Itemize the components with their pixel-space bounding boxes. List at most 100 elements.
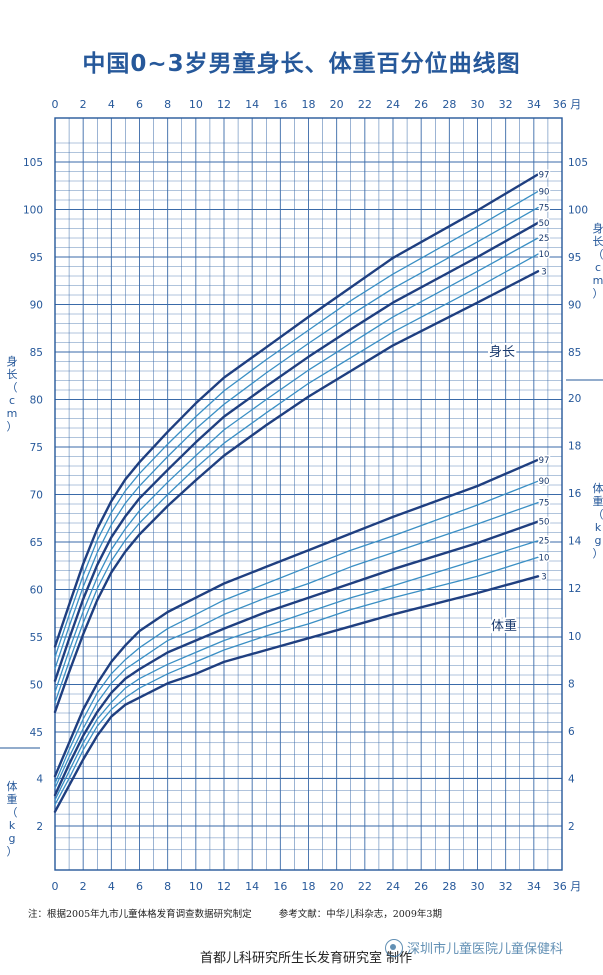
x-tick-label-top: 22: [358, 98, 372, 111]
weight-p25-curve: [54, 540, 539, 801]
length-tick-left: 95: [30, 252, 43, 264]
x-tick-label-top: 20: [330, 98, 344, 111]
weight-axis-title-right: 重: [593, 494, 603, 508]
weight-p3-curve: [53, 575, 540, 813]
x-tick-label-bottom: 6: [136, 880, 143, 893]
length-axis-title-right: （: [593, 248, 603, 261]
length-axis-title-left: c: [9, 394, 15, 407]
weight-p90-label: 90: [539, 477, 550, 487]
length-p90-curve: [54, 190, 539, 658]
length-tick-left: 45: [30, 727, 43, 739]
x-tick-label-top: 26: [414, 98, 428, 111]
plot-frame: [54, 117, 563, 871]
length-p10-label: 10: [539, 250, 550, 260]
length-p50-label: 50: [539, 219, 550, 229]
x-tick-label-bottom: 34: [527, 880, 541, 893]
x-tick-label-top: 12: [217, 98, 231, 111]
weight-p97-curve: [53, 458, 540, 778]
length-p97-label: 97: [539, 170, 550, 180]
length-tick-left: 70: [30, 490, 43, 502]
weight-axis-title-right: k: [595, 521, 602, 534]
x-tick-label-top: 18: [302, 98, 316, 111]
weight-tick-right: 14: [568, 536, 582, 548]
weight-axis-title-right: （: [593, 508, 603, 521]
x-tick-label-bottom: 8: [164, 880, 171, 893]
axis-layer: [0, 117, 603, 871]
x-tick-label-top: 2: [80, 98, 87, 111]
length-tick-right: 95: [568, 252, 581, 264]
length-p3-curve: [53, 270, 540, 714]
length-p3-label: 3: [541, 267, 546, 277]
x-unit-label-bottom: 36 月: [553, 880, 582, 893]
weight-tick-left: 2: [36, 821, 43, 833]
x-tick-label-top: 30: [471, 98, 485, 111]
length-tick-right: 100: [568, 205, 588, 217]
length-p25-label: 25: [539, 234, 550, 244]
weight-p90-curve: [54, 480, 539, 784]
weight-tick-right: 18: [568, 441, 581, 453]
weight-p10-label: 10: [539, 553, 550, 563]
x-tick-label-top: 4: [108, 98, 115, 111]
length-axis-title-left: m: [7, 407, 18, 420]
weight-tick-right: 12: [568, 583, 581, 595]
length-tick-right: 85: [568, 347, 581, 359]
curve-layer: [53, 173, 540, 813]
length-tick-right: 105: [568, 157, 588, 169]
weight-p50-curve: [53, 520, 540, 797]
length-tick-left: 85: [30, 347, 43, 359]
footnote: 注：根据2005年九市儿童体格发育调查数据研究制定 参考文献：中华儿科杂志，20…: [28, 906, 442, 920]
length-p10-curve: [54, 253, 539, 704]
weight-axis-title-right: 体: [593, 481, 603, 495]
length-p25-curve: [54, 237, 539, 693]
x-tick-label-top: 8: [164, 98, 171, 111]
length-tick-left: 90: [30, 300, 43, 312]
length-axis-title-right: 身: [593, 221, 603, 235]
length-tick-left: 55: [30, 632, 43, 644]
watermark-text: 深圳市儿童医院儿童保健科: [407, 942, 564, 957]
weight-p25-label: 25: [539, 537, 550, 547]
weight-axis-title-right: ）: [593, 547, 603, 560]
length-p97-curve: [53, 173, 540, 648]
length-tick-left: 100: [23, 205, 43, 217]
grid-layer: [54, 118, 563, 870]
weight-p10-curve: [54, 556, 539, 806]
x-tick-label-bottom: 20: [330, 880, 344, 893]
x-tick-label-bottom: 4: [108, 880, 115, 893]
x-tick-label-top: 0: [52, 98, 59, 111]
x-tick-label-bottom: 30: [471, 880, 485, 893]
x-tick-label-top: 10: [189, 98, 203, 111]
x-tick-label-top: 28: [442, 98, 456, 111]
weight-axis-title-left: 重: [7, 792, 18, 806]
length-axis-title-right: ）: [593, 287, 603, 300]
length-tick-left: 80: [30, 395, 43, 407]
weight-curve-label: 体重: [491, 618, 517, 634]
x-tick-label-bottom: 22: [358, 880, 372, 893]
x-tick-label-bottom: 26: [414, 880, 428, 893]
length-tick-left: 60: [30, 585, 43, 597]
label-layer: 0022446688101012121414161618182020222224…: [7, 98, 603, 893]
x-tick-label-top: 14: [245, 98, 259, 111]
weight-axis-title-left: 体: [7, 779, 18, 793]
weight-tick-right: 4: [568, 773, 575, 785]
weight-tick-right: 16: [568, 488, 582, 500]
length-axis-title-left: 身: [7, 354, 18, 368]
x-tick-label-bottom: 32: [499, 880, 513, 893]
length-tick-right: 90: [568, 300, 581, 312]
weight-axis-title-left: （: [7, 806, 18, 819]
x-tick-label-bottom: 10: [189, 880, 203, 893]
x-tick-label-bottom: 14: [245, 880, 259, 893]
weight-tick-right: 10: [568, 631, 581, 643]
length-axis-title-right: m: [593, 274, 603, 287]
weight-axis-title-left: ）: [7, 845, 18, 858]
weight-p97-label: 97: [539, 456, 550, 466]
x-tick-label-bottom: 12: [217, 880, 231, 893]
weight-p3-label: 3: [541, 572, 546, 582]
x-tick-label-top: 24: [386, 98, 400, 111]
weight-p75-curve: [54, 501, 539, 789]
wechat-icon: [385, 938, 403, 957]
x-tick-label-bottom: 0: [52, 880, 59, 893]
weight-p75-label: 75: [539, 499, 550, 509]
length-p50-curve: [53, 221, 540, 682]
chart-title: 中国0~3岁男童身长、体重百分位曲线图: [82, 51, 521, 77]
x-tick-label-bottom: 24: [386, 880, 400, 893]
